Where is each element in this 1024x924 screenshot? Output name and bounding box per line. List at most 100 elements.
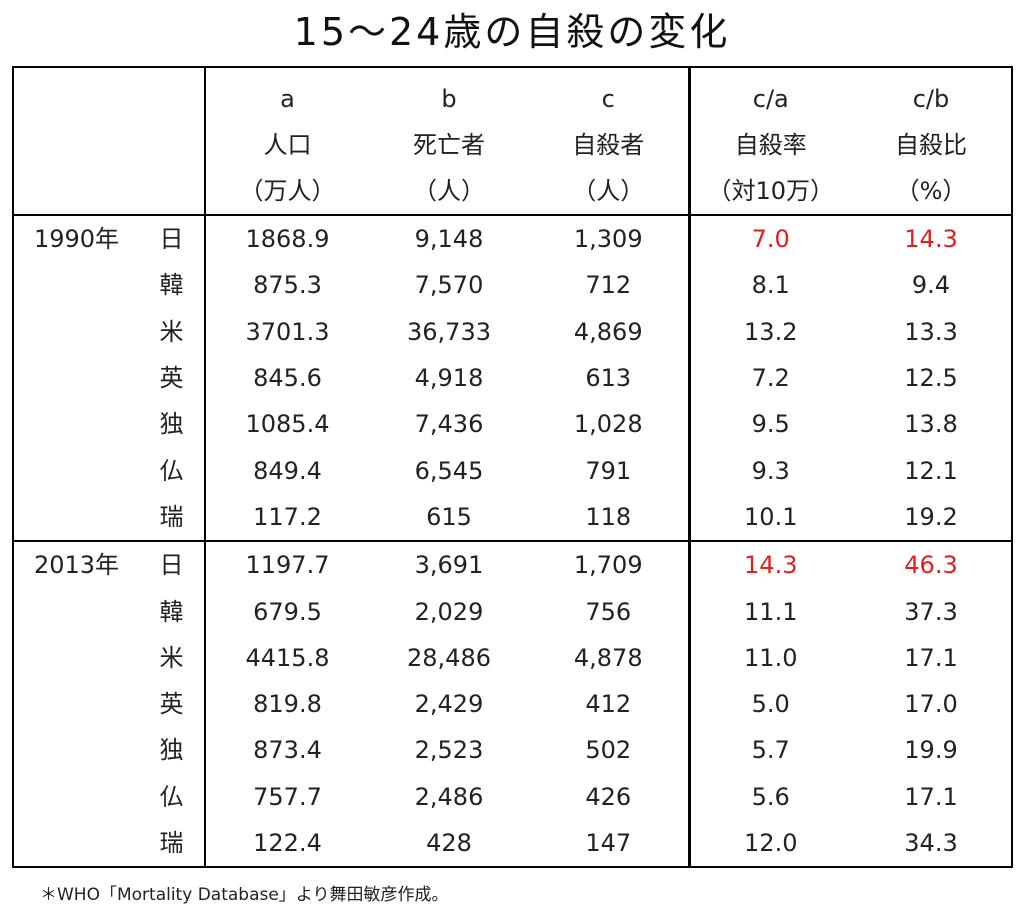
table-row: 2013年 日 1197.7 3,691 1,709 14.3 46.3 <box>13 541 1012 589</box>
header-unit-suicide-ratio: （%） <box>851 168 1012 216</box>
table-row: 独 1085.4 7,436 1,028 9.5 13.8 <box>13 401 1012 448</box>
suicides-cell: 412 <box>585 690 632 719</box>
deaths-cell: 6,545 <box>414 456 484 485</box>
header-letter-a: a <box>204 67 369 122</box>
population-cell: 873.4 <box>204 727 369 774</box>
suicides-cell: 502 <box>585 736 632 765</box>
table-row: 英 845.6 4,918 613 7.2 12.5 <box>13 354 1012 402</box>
suicide-ratio-cell: 17.0 <box>904 690 958 719</box>
table-row: 英 819.8 2,429 412 5.0 17.0 <box>13 680 1012 728</box>
year-label <box>13 819 139 869</box>
table-row: 仏 757.7 2,486 426 5.6 17.1 <box>13 773 1012 820</box>
header-letter-b: b <box>441 85 457 113</box>
population-cell: 845.6 <box>204 354 369 402</box>
source-footnote: ＊WHO「Mortality Database」より舞田敏彦作成。 <box>40 885 449 905</box>
population-cell: 1868.9 <box>204 215 369 263</box>
header-name-suicide-ratio: 自殺比 <box>895 131 967 159</box>
suicide-ratio-cell: 9.4 <box>911 271 951 300</box>
suicides-cell: 4,878 <box>573 643 643 672</box>
header-unit-suicide-rate: （対10万） <box>687 168 851 216</box>
year-label <box>13 401 139 447</box>
suicide-data-table: a b c c/a c/b 人口 死亡者 自殺者 自殺率 自殺比 （万人） （人… <box>12 66 1013 869</box>
country-cell: 独 <box>159 736 184 765</box>
year-label <box>13 727 139 773</box>
country-cell: 独 <box>159 410 184 439</box>
deaths-cell: 2,486 <box>414 782 484 811</box>
year-label <box>13 493 139 543</box>
country-cell: 英 <box>159 364 184 393</box>
table-row: 瑞 117.2 615 118 10.1 19.2 <box>13 493 1012 543</box>
population-cell: 849.4 <box>204 447 369 494</box>
suicide-ratio-cell: 34.3 <box>851 819 1012 869</box>
suicides-cell: 147 <box>529 819 689 869</box>
suicide-rate-cell: 13.2 <box>687 308 851 355</box>
suicides-cell: 118 <box>529 493 689 543</box>
country-cell: 瑞 <box>139 819 205 869</box>
suicide-rate-cell: 10.1 <box>687 493 851 543</box>
table-row: 韓 679.5 2,029 756 11.1 37.3 <box>13 588 1012 635</box>
suicide-ratio-cell: 17.1 <box>904 782 958 811</box>
suicide-rate-cell: 7.2 <box>687 354 851 402</box>
deaths-cell: 3,691 <box>414 551 484 580</box>
country-cell: 仏 <box>159 456 184 485</box>
year-label <box>13 635 139 681</box>
population-cell: 757.7 <box>204 773 369 820</box>
deaths-cell: 615 <box>369 493 529 543</box>
suicide-ratio-cell: 13.3 <box>904 317 958 346</box>
deaths-cell: 7,570 <box>414 271 484 300</box>
country-cell: 米 <box>159 643 184 672</box>
suicides-cell: 1,309 <box>573 225 643 254</box>
country-cell: 日 <box>159 551 184 580</box>
suicide-ratio-cell: 13.8 <box>904 410 958 439</box>
population-cell: 1197.7 <box>204 541 369 589</box>
suicide-ratio-cell: 12.5 <box>904 364 958 393</box>
deaths-cell: 7,436 <box>414 410 484 439</box>
suicides-cell: 613 <box>585 364 632 393</box>
year-label <box>13 309 139 355</box>
suicide-rate-cell: 11.1 <box>687 588 851 635</box>
year-label <box>13 447 139 493</box>
deaths-cell: 2,523 <box>414 736 484 765</box>
suicides-cell: 1,028 <box>573 410 643 439</box>
suicide-rate-cell: 12.0 <box>687 819 851 869</box>
deaths-cell: 28,486 <box>407 643 491 672</box>
table-row: 米 4415.8 28,486 4,878 11.0 17.1 <box>13 634 1012 681</box>
header-unit-population: （万人） <box>204 168 369 216</box>
suicide-rate-cell: 14.3 <box>687 541 851 589</box>
header-name-population: 人口 <box>204 122 369 168</box>
table-row: 仏 849.4 6,545 791 9.3 12.1 <box>13 447 1012 494</box>
header-letter-ca: c/a <box>687 67 851 122</box>
population-cell: 3701.3 <box>204 308 369 355</box>
suicides-cell: 756 <box>585 597 632 626</box>
suicides-cell: 426 <box>585 782 632 811</box>
suicide-rate-cell: 8.1 <box>687 262 851 309</box>
header-unit-suicides: （人） <box>529 168 689 216</box>
population-cell: 4415.8 <box>204 634 369 681</box>
header-name-suicides: 自殺者 <box>572 131 645 159</box>
year-label <box>13 588 139 634</box>
header-row-units: （万人） （人） （人） （対10万） （%） <box>13 168 1012 216</box>
suicide-ratio-cell: 19.9 <box>904 736 958 765</box>
deaths-cell: 4,918 <box>414 364 484 393</box>
suicide-rate-cell: 7.0 <box>687 215 851 263</box>
year-label: 1990年 <box>33 225 120 254</box>
suicides-cell: 712 <box>585 271 632 300</box>
year-label <box>13 774 139 820</box>
table-row: 独 873.4 2,523 502 5.7 19.9 <box>13 727 1012 774</box>
header-name-suicide-rate: 自殺率 <box>687 122 851 168</box>
country-cell: 韓 <box>159 271 184 300</box>
population-cell: 122.4 <box>204 819 369 869</box>
suicide-rate-cell: 5.7 <box>687 727 851 774</box>
header-unit-deaths: （人） <box>369 168 529 216</box>
country-cell: 仏 <box>159 782 184 811</box>
deaths-cell: 2,429 <box>414 690 484 719</box>
header-name-deaths: 死亡者 <box>413 131 485 159</box>
suicide-ratio-cell: 17.1 <box>904 643 958 672</box>
suicide-ratio-cell: 19.2 <box>851 493 1012 543</box>
country-cell: 韓 <box>159 597 184 626</box>
suicide-rate-cell: 9.3 <box>687 447 851 494</box>
table-row: 韓 875.3 7,570 712 8.1 9.4 <box>13 262 1012 309</box>
suicide-ratio-cell: 14.3 <box>904 225 958 254</box>
country-cell: 瑞 <box>139 493 205 543</box>
table-row: 1990年 日 1868.9 9,148 1,309 7.0 14.3 <box>13 215 1012 263</box>
